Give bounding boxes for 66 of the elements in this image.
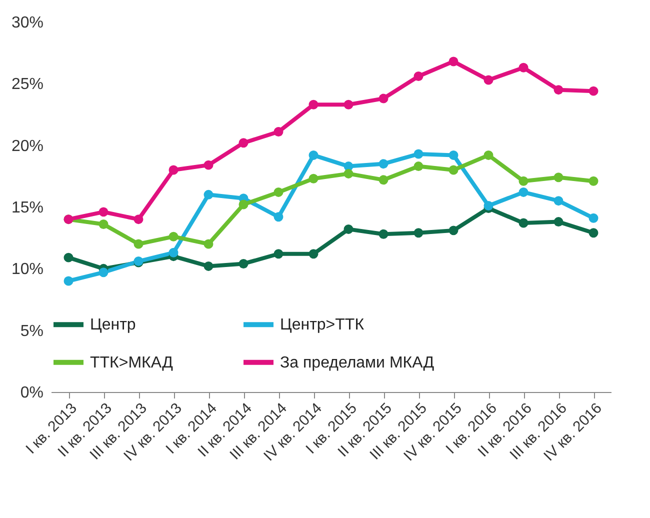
point [204,190,214,200]
point [204,239,214,249]
point [344,100,354,110]
point [378,159,388,169]
y-tick-label: 0% [20,384,44,402]
point [518,176,528,186]
point [554,217,564,227]
point [518,62,528,72]
y-tick-label: 25% [11,76,44,94]
point [554,172,564,182]
point [98,207,108,217]
legend-label: Центр>ТТК [280,316,365,334]
y-tick-label: 10% [11,261,44,278]
point [414,149,424,159]
point [554,196,564,206]
point [414,228,424,238]
legend-label: ТТК>МКАД [90,354,174,372]
point [518,187,528,197]
point [168,232,178,242]
legend-label: Центр [90,316,136,334]
point [168,165,178,175]
legend-label: За пределами МКАД [280,354,434,372]
point [274,127,284,136]
point [378,175,388,185]
point [98,268,108,278]
point [588,228,598,238]
point [134,214,144,224]
point [588,176,598,186]
point [168,248,178,258]
point [204,160,214,170]
point [484,201,494,210]
point [98,220,108,229]
point [64,276,74,286]
point [308,249,318,259]
point [414,162,424,172]
point [378,229,388,239]
y-tick-label: 5% [20,322,44,340]
point [554,85,564,95]
point [274,212,284,222]
point [344,224,354,234]
point [448,150,458,160]
point [378,94,388,104]
point [414,72,424,81]
point [274,249,284,259]
point [344,168,354,178]
point [448,165,458,175]
point [238,259,248,268]
point [204,261,214,271]
point [448,56,458,66]
point [308,150,318,160]
point [308,174,318,184]
point [484,150,494,160]
point [64,252,74,262]
point [274,187,284,197]
point [518,218,528,228]
point [588,213,598,223]
point [448,226,458,236]
point [134,239,144,249]
y-tick-label: 15% [11,200,44,216]
point [238,138,248,148]
point [238,200,248,210]
point [308,100,318,110]
y-tick-label: 30% [11,14,44,32]
point [484,75,494,85]
y-tick-label: 20% [11,138,44,155]
point [588,86,598,96]
